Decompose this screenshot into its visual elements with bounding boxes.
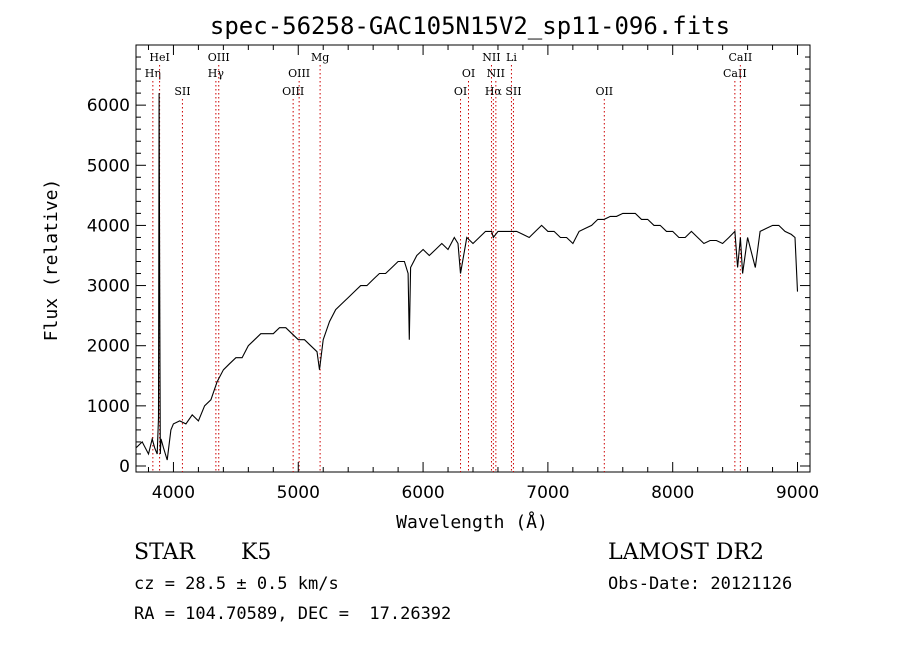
chart-title: spec-56258-GAC105N15V2_sp11-096.fits [210, 12, 730, 40]
x-tick-label: 8000 [651, 483, 694, 503]
line-marker-label: OII [595, 85, 613, 98]
emission-line-markers: HηHeISIIHγOIIIOIIIOIIIMgOIOINIIHαNIILiSI… [145, 51, 752, 472]
y-tick-label: 1000 [87, 397, 130, 417]
x-tick-label: 6000 [401, 483, 444, 503]
axis-ticks: 4000 5000 6000 7000 8000 9000 0 1000 2000 3000 400… [87, 45, 819, 503]
line-marker-label: OIII [208, 51, 230, 64]
object-class: STAR [134, 540, 195, 565]
line-marker-label: SII [174, 85, 190, 98]
line-marker-label: HeI [149, 51, 169, 64]
y-tick-label: 6000 [87, 96, 130, 116]
line-marker-label: Hα [485, 85, 503, 98]
redshift-cz: cz = 28.5 ± 0.5 km/s [134, 574, 339, 594]
line-marker-label: Hγ [208, 67, 225, 80]
survey-name: LAMOST DR2 [608, 540, 764, 565]
y-tick-label: 5000 [87, 156, 130, 176]
spectrum-line [135, 93, 799, 461]
observation-date: Obs-Date: 20121126 [608, 574, 793, 594]
line-marker-label: OI [454, 85, 467, 98]
line-marker-label: SII [505, 85, 521, 98]
x-tick-label: 5000 [277, 483, 320, 503]
subclass: K5 [241, 540, 272, 565]
line-marker-label: NII [487, 67, 505, 80]
y-tick-label: 2000 [87, 337, 130, 357]
plot-frame [135, 44, 811, 473]
line-marker-label: Li [506, 51, 517, 64]
line-marker-label: CaII [729, 51, 753, 64]
y-axis-label: Flux (relative) [41, 179, 62, 342]
line-marker-label: OIII [282, 85, 304, 98]
x-axis-label: Wavelength (Å) [396, 511, 548, 533]
y-tick-label: 0 [119, 457, 130, 477]
y-tick-label: 3000 [87, 277, 130, 297]
line-marker-label: CaII [723, 67, 747, 80]
x-tick-label: 9000 [776, 483, 819, 503]
line-marker-label: Mg [311, 51, 329, 64]
line-marker-label: Hη [145, 67, 161, 80]
y-tick-label: 4000 [87, 216, 130, 236]
x-tick-label: 7000 [526, 483, 569, 503]
line-marker-label: OIII [288, 67, 310, 80]
line-marker-label: NII [482, 51, 500, 64]
line-marker-label: OI [462, 67, 475, 80]
ra-dec: RA = 104.70589, DEC = 17.26392 [134, 604, 452, 624]
x-tick-label: 4000 [152, 483, 195, 503]
